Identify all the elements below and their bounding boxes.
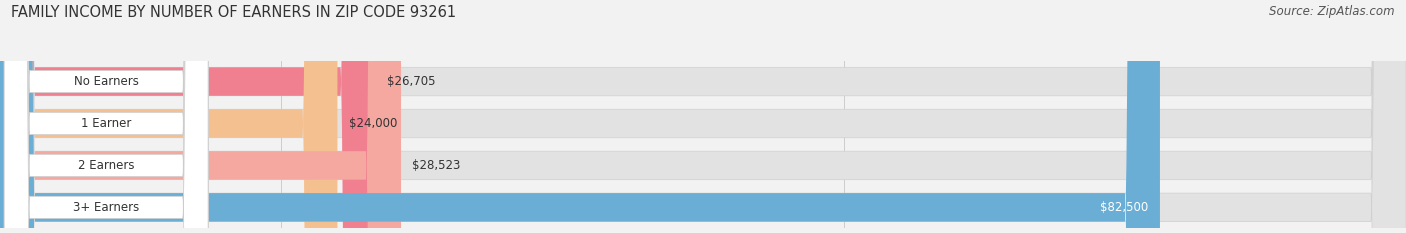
Text: $82,500: $82,500: [1101, 201, 1149, 214]
FancyBboxPatch shape: [0, 0, 375, 233]
Text: 3+ Earners: 3+ Earners: [73, 201, 139, 214]
Text: Source: ZipAtlas.com: Source: ZipAtlas.com: [1270, 5, 1395, 18]
Text: 2 Earners: 2 Earners: [77, 159, 135, 172]
FancyBboxPatch shape: [4, 0, 208, 233]
FancyBboxPatch shape: [0, 0, 401, 233]
FancyBboxPatch shape: [0, 0, 337, 233]
Text: 1 Earner: 1 Earner: [82, 117, 131, 130]
FancyBboxPatch shape: [4, 0, 208, 233]
Text: $24,000: $24,000: [349, 117, 396, 130]
FancyBboxPatch shape: [4, 0, 208, 233]
Text: $28,523: $28,523: [412, 159, 461, 172]
Text: No Earners: No Earners: [73, 75, 139, 88]
Text: FAMILY INCOME BY NUMBER OF EARNERS IN ZIP CODE 93261: FAMILY INCOME BY NUMBER OF EARNERS IN ZI…: [11, 5, 457, 20]
FancyBboxPatch shape: [0, 0, 1160, 233]
FancyBboxPatch shape: [4, 0, 208, 233]
Text: $26,705: $26,705: [387, 75, 436, 88]
